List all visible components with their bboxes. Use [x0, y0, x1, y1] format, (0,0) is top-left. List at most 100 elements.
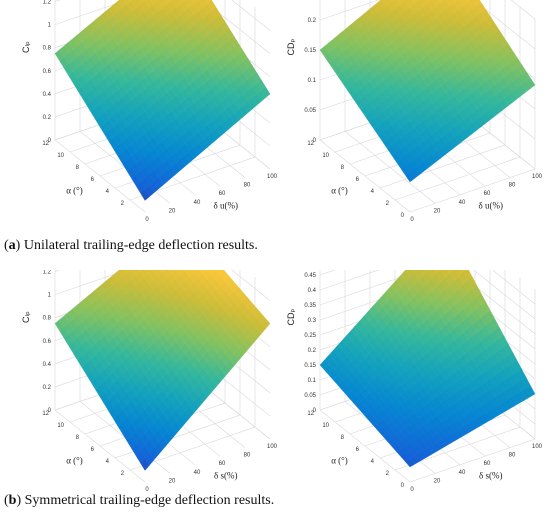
caption-a-label: a: [8, 238, 16, 253]
chart-b-left: 0 20 40 60 80 100 2 4 6 8 10 12 0 0.2 0.4 0.6 0.8 1 1.2 δ s…: [0, 217, 280, 495]
y-tick-label: 2: [386, 471, 390, 477]
x-tick-label: 20: [434, 208, 441, 214]
x-tick-label: 40: [459, 200, 466, 206]
z-tick-label: 0.8: [43, 316, 52, 322]
y-axis-label: α (°): [66, 186, 83, 196]
x-axis-label: δ s(%): [479, 470, 502, 480]
surface-plot-b-right: 02040608010002468101200.050.10.150.20.25…: [286, 217, 543, 493]
x-axis-label: δ s(%): [214, 470, 237, 480]
z-tick-label: 1: [48, 293, 52, 299]
grid-line: [394, 7, 521, 201]
x-tick-label: 20: [169, 208, 176, 214]
x-tick-label: 80: [244, 183, 251, 189]
y-axis-label: α (°): [66, 456, 83, 466]
z-tick-label: 0.35: [304, 303, 316, 309]
surface-patch: [170, 0, 181, 9]
y-tick-label: 10: [322, 423, 329, 429]
z-axis-label: Cₗₚ: [21, 41, 31, 53]
y-tick-label: 4: [371, 459, 375, 465]
x-tick-label: 0: [145, 217, 149, 223]
surface-patch: [123, 0, 132, 6]
y-tick-label: 12: [307, 141, 314, 147]
surface-patch: [157, 0, 160, 2]
x-tick-label: 80: [244, 453, 251, 459]
y-tick-label: 8: [341, 435, 345, 441]
surface: [54, 219, 271, 471]
z-tick-label: 0.3: [308, 318, 317, 324]
caption-a-text: Unilateral trailing-edge deflection resu…: [20, 238, 258, 253]
y-tick-label: 8: [341, 165, 345, 171]
x-tick-label: 0: [410, 487, 414, 493]
surface-patch: [190, 0, 199, 5]
x-tick-label: 20: [169, 478, 176, 484]
surface: [319, 0, 536, 183]
surface-patch: [445, 0, 455, 7]
surface-patch: [197, 0, 208, 8]
chart-a-left: 0 20 40 60 80 100 2 4 6 8 10 12 0 0.2 0.4 0.6 0.8 1 1.2 δ u…: [0, 0, 280, 225]
caption-b: (b) Symmetrical trailing-edge deflection…: [4, 493, 275, 508]
z-tick-label: 0.4: [43, 92, 52, 98]
surface-patch: [440, 0, 450, 11]
z-tick-label: 0.2: [43, 385, 52, 391]
z-tick-label: 0.1: [308, 78, 317, 84]
x-tick-label: 0: [145, 487, 149, 493]
surface-patch: [150, 0, 159, 5]
surface-patch: [129, 0, 133, 2]
z-tick-label: 0.05: [304, 108, 316, 114]
surface-patch: [431, 0, 441, 8]
surface-patch: [144, 0, 154, 9]
z-axis-label: Cₗₚ: [21, 311, 31, 323]
y-tick-label: 4: [106, 459, 110, 465]
y-tick-label: 12: [307, 411, 314, 417]
z-tick-label: 0.2: [43, 115, 52, 121]
y-tick-label: 10: [322, 153, 329, 159]
surface-plot-a-right: 02040608010002468101200.050.10.150.20.25…: [286, 0, 543, 223]
z-tick-label: 0: [48, 138, 52, 144]
grid-line: [129, 7, 256, 201]
z-tick-label: 0: [48, 408, 52, 414]
caption-b-text: Symmetrical trailing-edge deflection res…: [21, 493, 275, 508]
y-tick-label: 4: [106, 189, 110, 195]
y-tick-label: 2: [121, 201, 125, 207]
x-tick-label: 100: [267, 174, 278, 180]
x-tick-label: 80: [509, 453, 516, 459]
x-tick-label: 40: [459, 470, 466, 476]
z-tick-label: 0.1: [308, 378, 317, 384]
surface-patch: [136, 0, 145, 6]
y-tick-label: 8: [76, 435, 80, 441]
z-tick-label: 0.4: [308, 288, 317, 294]
x-tick-label: 100: [532, 174, 543, 180]
y-tick-label: 6: [91, 177, 95, 183]
y-tick-label: 6: [91, 447, 95, 453]
surface-patch: [418, 0, 428, 8]
z-tick-label: 0.45: [304, 273, 316, 279]
x-tick-label: 40: [194, 470, 201, 476]
z-tick-label: 0.6: [43, 339, 52, 345]
y-tick-label: 12: [42, 411, 49, 417]
z-tick-label: 0.15: [304, 363, 316, 369]
surface-patch: [404, 0, 415, 9]
x-tick-label: 60: [484, 461, 491, 467]
surface-patch: [117, 0, 127, 9]
x-tick-label: 0: [410, 217, 414, 223]
surface-patch: [417, 0, 420, 1]
surface-patch: [403, 0, 407, 2]
surface-patch: [184, 0, 194, 8]
x-axis-label: δ u(%): [479, 200, 503, 210]
surface-patch: [390, 0, 394, 2]
y-tick-label: 6: [356, 177, 360, 183]
y-tick-label: 2: [386, 201, 390, 207]
y-tick-label: 10: [57, 153, 64, 159]
z-tick-label: 1.2: [43, 270, 52, 276]
z-tick-label: 0.8: [43, 46, 52, 52]
surface-patch: [163, 0, 172, 5]
z-tick-label: 0.2: [308, 348, 317, 354]
x-tick-label: 60: [484, 191, 491, 197]
y-tick-label: 2: [121, 471, 125, 477]
x-tick-label: 60: [219, 191, 226, 197]
z-tick-label: 1.2: [43, 0, 52, 6]
surface-patch: [130, 0, 141, 9]
y-tick-label: 4: [371, 189, 375, 195]
